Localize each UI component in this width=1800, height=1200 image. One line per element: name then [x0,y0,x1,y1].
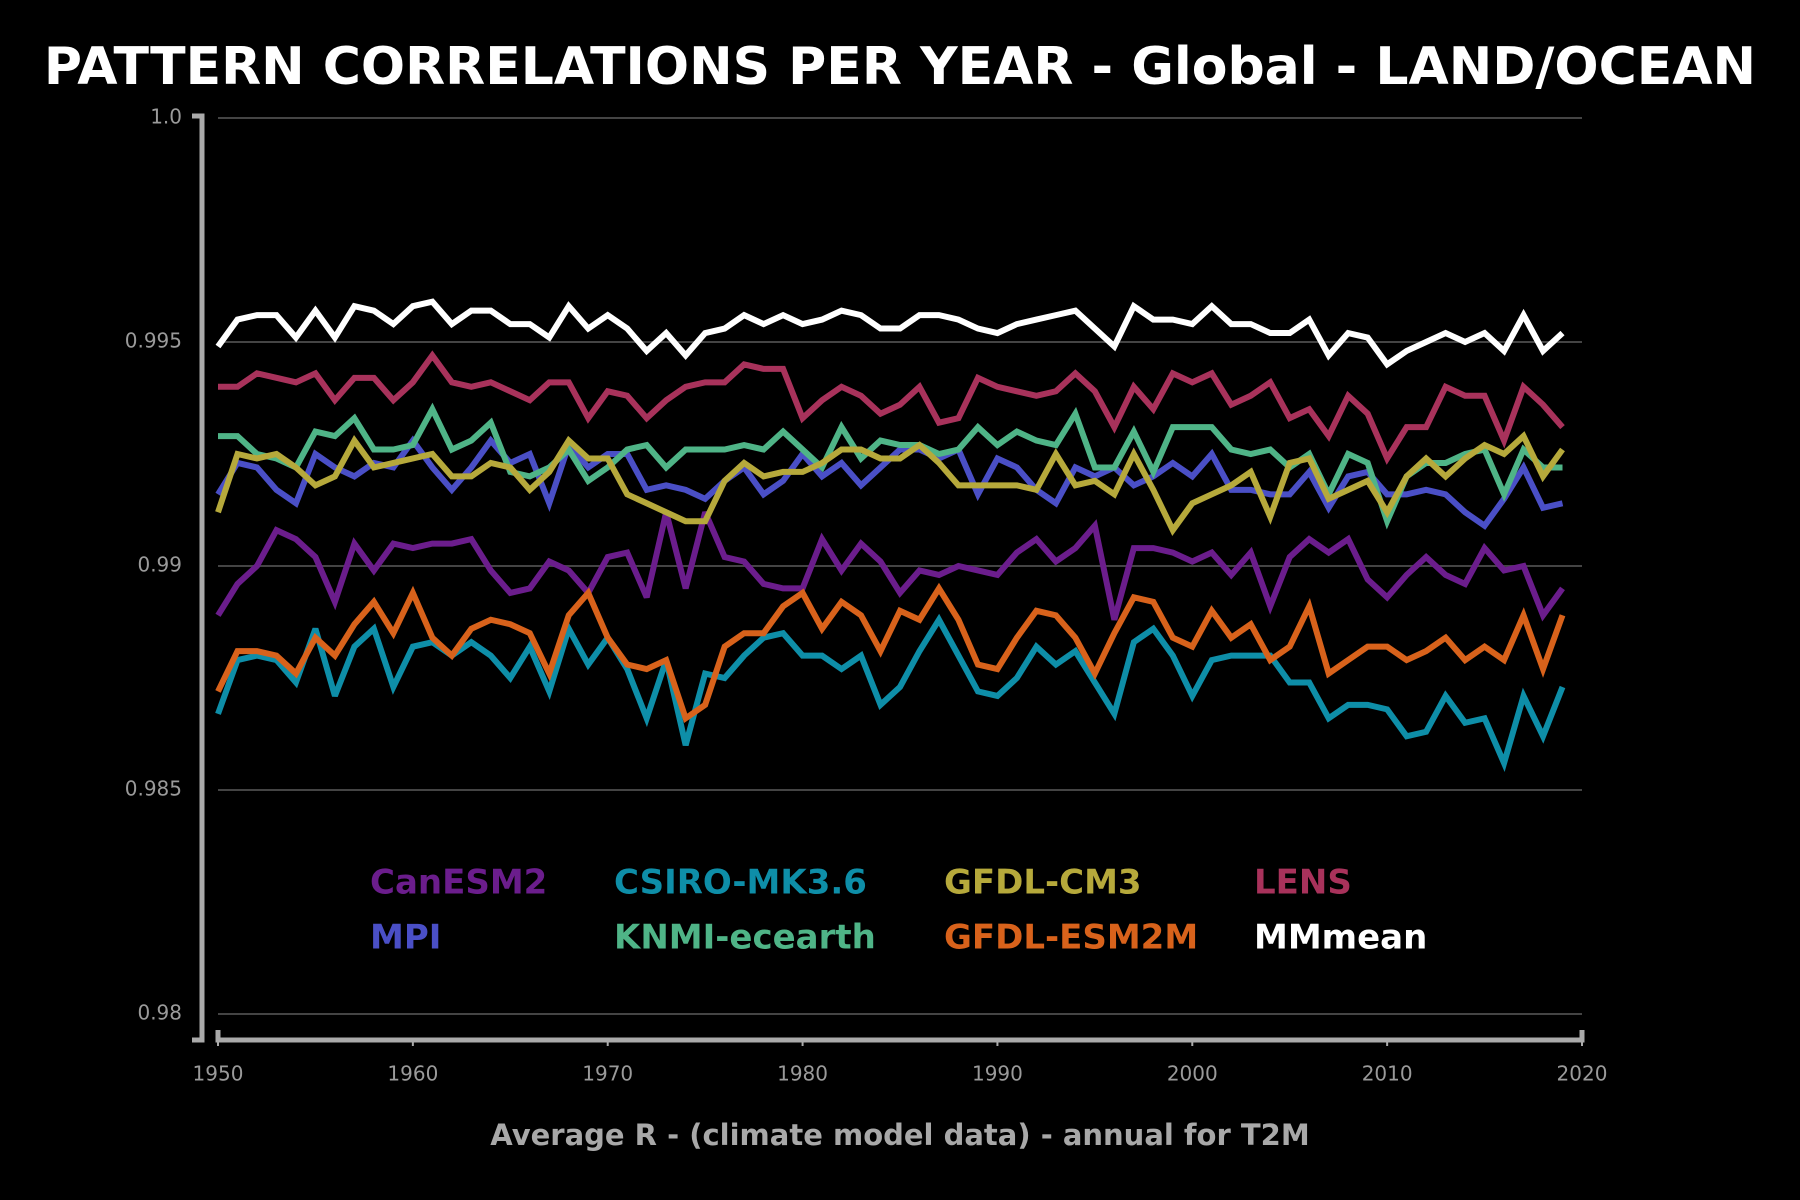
chart-title: PATTERN CORRELATIONS PER YEAR - Global -… [44,37,1756,97]
legend-entry: GFDL-CM3 [944,863,1142,903]
y-tick-label: 0.99 [137,553,182,577]
series-line [218,402,1563,530]
legend-entry: CSIRO-MK3.6 [614,863,867,903]
x-axis-label: Average R - (climate model data) - annua… [490,1118,1309,1152]
y-tick-label: 0.98 [137,1001,182,1025]
x-tick-label: 2020 [1557,1062,1608,1086]
y-tick-label: 0.995 [125,329,182,353]
legend-entry: CanESM2 [370,863,547,903]
x-tick-label: 2010 [1362,1062,1413,1086]
x-tick-label: 2000 [1167,1062,1218,1086]
x-tick-label: 1950 [193,1062,244,1086]
series-line [215,613,1566,772]
series-line [215,582,1566,724]
x-axis-line [215,1030,1585,1043]
series-line [215,298,1565,369]
y-tick-label: 0.985 [125,777,182,801]
y-axis-line [192,113,205,1043]
legend-entry: MMmean [1254,918,1427,958]
x-tick-label: 1980 [777,1062,828,1086]
series-line [215,511,1565,622]
legend-entry: MPI [370,918,441,958]
series-line [215,431,1565,536]
x-tick-label: 1960 [387,1062,438,1086]
y-tick-label: 1.0 [150,105,182,129]
x-tick-label: 1970 [582,1062,633,1086]
x-tick-label: 1990 [972,1062,1023,1086]
series-line [218,350,1565,465]
legend-entry: KNMI-ecearth [614,918,876,958]
legend-entry: LENS [1254,863,1352,903]
legend-entry: GFDL-ESM2M [944,918,1198,958]
